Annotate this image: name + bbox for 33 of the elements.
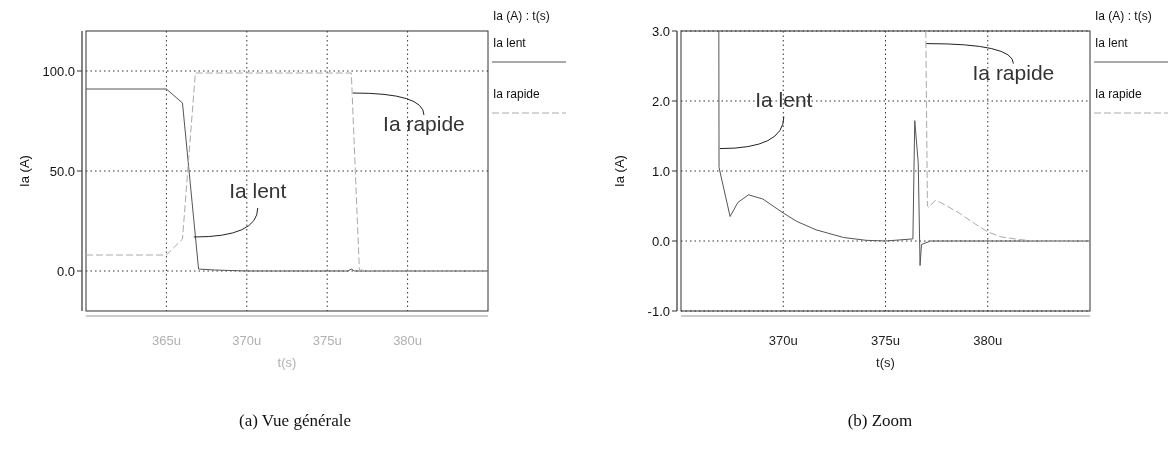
- annotation: Ia lent: [755, 87, 813, 111]
- x-tick-label: 370u: [232, 333, 262, 348]
- text: (b) Zoom: [847, 411, 913, 430]
- text: Ia lent: [493, 36, 527, 50]
- annotation: Ia lent: [229, 179, 287, 202]
- legend-title: Ia (A) : t(s): [1095, 9, 1152, 23]
- x-tick-label: 375u: [871, 333, 900, 348]
- y-tick-label: 50.0: [49, 163, 75, 179]
- y-tick-label: 3.0: [651, 23, 670, 39]
- x-axis-title: t(s): [277, 355, 297, 370]
- x-tick-label: 370u: [768, 333, 798, 348]
- line-series: [718, 31, 1090, 266]
- text: Ia rapide: [1095, 87, 1143, 101]
- y-axis-title: Ia (A): [17, 155, 32, 187]
- annotation: Ia rapide: [383, 112, 465, 135]
- y-tick-label: 0.0: [56, 263, 75, 279]
- line-series: [925, 31, 1090, 242]
- text: (a) Vue générale: [239, 411, 351, 430]
- x-tick-label: 380u: [393, 333, 423, 348]
- text: Ia lent: [1095, 36, 1129, 50]
- y-tick-label: 0.0: [651, 233, 670, 249]
- x-tick-label: 375u: [312, 333, 342, 348]
- y-tick-label: 2.0: [651, 93, 670, 109]
- text: Ia rapide: [493, 87, 541, 101]
- annotation: Ia rapide: [972, 60, 1055, 84]
- y-tick-label: -1.0: [647, 303, 670, 319]
- y-tick-label: 1.0: [651, 163, 670, 179]
- y-tick-label: 100.0: [42, 63, 75, 79]
- x-tick-label: 365u: [151, 333, 181, 348]
- legend-title: Ia (A) : t(s): [493, 9, 550, 23]
- y-axis-title: Ia (A): [612, 155, 627, 187]
- x-tick-label: 380u: [973, 333, 1003, 348]
- x-axis-title: t(s): [876, 355, 895, 370]
